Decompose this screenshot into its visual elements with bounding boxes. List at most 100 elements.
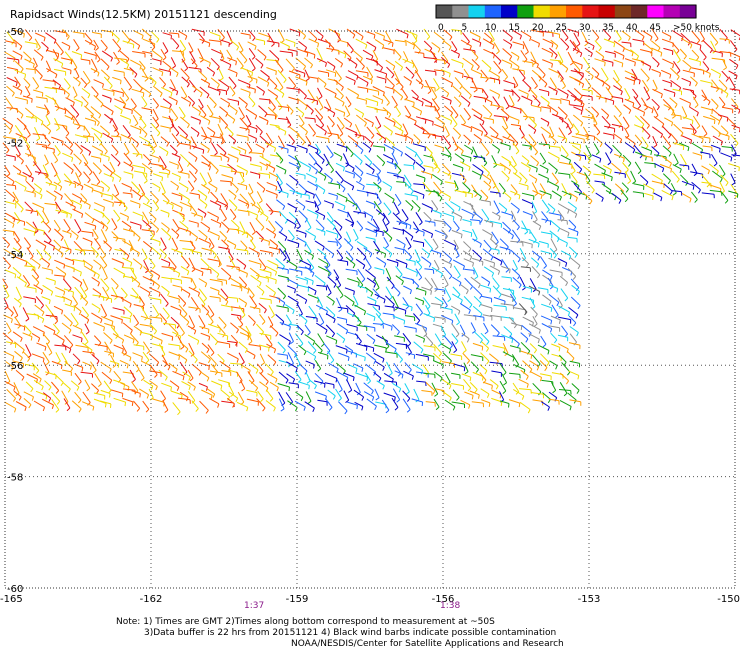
wind-barb-feather <box>109 379 113 384</box>
wind-barb <box>567 201 577 209</box>
wind-barb-feather <box>303 351 307 356</box>
wind-barb <box>326 47 339 51</box>
wind-barb-feather <box>366 376 369 382</box>
wind-barb <box>415 353 429 358</box>
wind-barb <box>141 28 152 38</box>
wind-barb-feather <box>558 347 561 352</box>
wind-barb <box>314 275 326 284</box>
wind-barb-feather <box>351 223 354 228</box>
wind-barb-feather <box>43 245 47 250</box>
wind-barb-feather <box>136 407 141 412</box>
wind-barb <box>613 69 620 81</box>
wind-barb-feather <box>27 245 31 250</box>
wind-barb <box>550 39 559 47</box>
wind-barb <box>509 116 520 121</box>
wind-barb <box>158 68 171 73</box>
wind-barb <box>181 255 190 266</box>
wind-barb-feather <box>63 291 66 296</box>
wind-barb-feather <box>397 373 402 377</box>
wind-barb <box>492 345 505 349</box>
wind-barb <box>366 66 374 78</box>
wind-barb <box>381 335 390 347</box>
wind-barb <box>306 209 319 216</box>
wind-barb <box>385 76 395 86</box>
wind-barb-feather <box>574 213 578 218</box>
wind-barb <box>503 191 512 199</box>
wind-barb <box>422 228 433 235</box>
wind-barb <box>711 98 719 107</box>
wind-barb-feather <box>484 331 489 335</box>
wind-barb <box>64 257 74 262</box>
wind-barb-feather <box>6 244 11 248</box>
wind-barb <box>451 29 462 32</box>
wind-barb <box>257 76 270 84</box>
wind-barb-feather <box>193 178 197 183</box>
wind-barb <box>248 96 256 105</box>
wind-barb-feather <box>313 356 317 361</box>
wind-barb <box>256 363 264 372</box>
wind-barb <box>375 192 382 203</box>
wind-barb-feather <box>328 134 333 138</box>
wind-barb-feather <box>244 150 247 155</box>
wind-barb <box>346 28 356 36</box>
wind-barb-feather <box>406 409 411 413</box>
wind-barb <box>528 88 538 97</box>
wind-barb <box>74 67 80 77</box>
wind-barb-feather <box>554 169 558 174</box>
wind-barb <box>471 38 482 44</box>
wind-barb <box>51 136 64 142</box>
wind-barb-feather <box>340 156 343 161</box>
wind-barb <box>366 296 377 302</box>
wind-barb-feather <box>430 174 433 179</box>
wind-barb <box>31 274 40 283</box>
wind-barb <box>462 57 474 66</box>
wind-barb <box>54 274 64 277</box>
wind-barb <box>199 172 207 184</box>
wind-barb <box>114 57 127 61</box>
wind-barb <box>521 155 530 162</box>
wind-barb <box>73 240 83 251</box>
wind-barb-feather <box>55 390 60 394</box>
wind-barb <box>548 398 559 402</box>
wind-barb-feather <box>126 255 130 260</box>
wind-barb <box>110 153 121 164</box>
wind-barb-feather <box>383 299 386 304</box>
wind-barb-feather <box>572 276 577 280</box>
wind-barb <box>45 314 57 318</box>
wind-barb-feather <box>554 339 558 344</box>
wind-barb <box>130 59 142 67</box>
wind-barb-feather <box>33 65 38 69</box>
wind-barb-feather <box>558 262 561 267</box>
wind-barb-feather <box>406 398 411 402</box>
wind-barb-feather <box>148 161 152 166</box>
wind-barb <box>499 162 511 171</box>
wind-barb-feather <box>564 297 569 302</box>
wind-barb <box>700 80 713 84</box>
wind-barb <box>453 70 464 75</box>
wind-barb <box>227 57 237 62</box>
wind-barb-feather <box>428 191 432 196</box>
wind-barb-feather <box>188 293 191 298</box>
wind-barb <box>265 163 276 169</box>
wind-barb <box>286 259 298 268</box>
wind-barb <box>569 104 583 107</box>
wind-barb-feather <box>167 228 170 233</box>
wind-barb <box>412 41 421 51</box>
wind-barb <box>567 208 577 215</box>
wind-barb <box>218 294 229 302</box>
wind-barb-feather <box>161 354 166 358</box>
wind-barb-feather <box>12 356 15 361</box>
wind-barb <box>2 257 11 267</box>
wind-barb <box>32 77 40 87</box>
wind-barb <box>120 382 130 388</box>
wind-barb <box>238 305 246 316</box>
wind-barb <box>298 115 305 124</box>
wind-barb <box>54 117 60 129</box>
wind-barb <box>402 228 414 238</box>
wind-barb <box>441 77 453 84</box>
wind-barb-feather <box>116 39 120 43</box>
wind-barb <box>327 61 336 68</box>
wind-barb <box>452 259 465 267</box>
wind-barb <box>41 398 54 406</box>
wind-barb <box>265 203 274 212</box>
